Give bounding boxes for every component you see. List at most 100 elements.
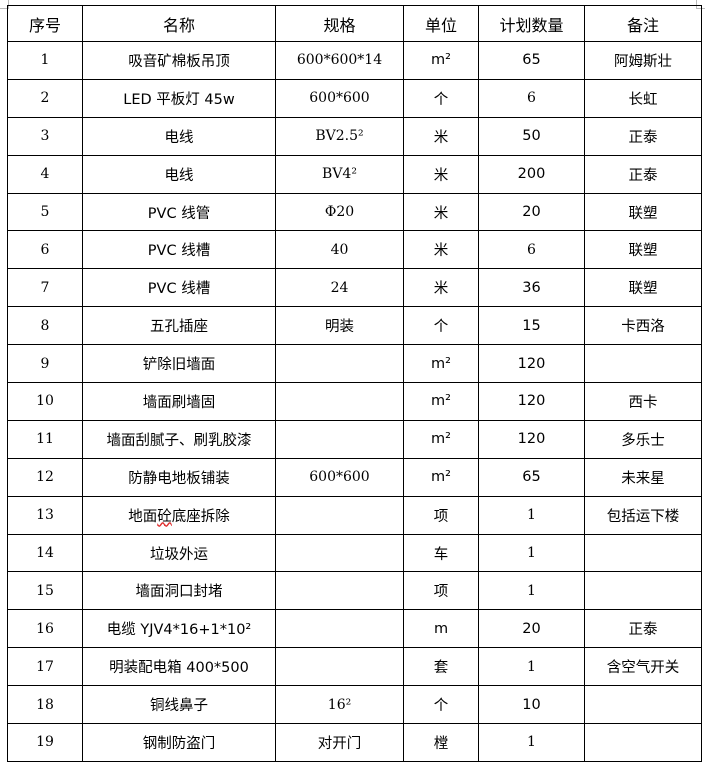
cell-remark: 联塑 bbox=[584, 230, 702, 270]
cell-spec bbox=[275, 533, 404, 573]
cell-name: 墙面刮腻子、刷乳胶漆 bbox=[82, 419, 276, 459]
cell-unit: m² bbox=[403, 419, 479, 459]
cell-planned-qty: 65 bbox=[478, 41, 585, 80]
cell-remark: 长虹 bbox=[584, 78, 702, 118]
cell-remark: 未来星 bbox=[584, 457, 702, 497]
cell-spec bbox=[275, 344, 404, 384]
cell-planned-qty: 20 bbox=[478, 609, 585, 649]
table-row: 3 电线 BV2.5² 米 50 正泰 bbox=[7, 116, 702, 156]
table-row: 4 电线 BV4² 米 200 正泰 bbox=[7, 154, 702, 194]
cell-unit: m bbox=[403, 609, 479, 649]
cell-index: 9 bbox=[7, 344, 83, 384]
cell-index: 8 bbox=[7, 306, 83, 346]
cell-spec bbox=[275, 609, 404, 649]
cell-unit: m² bbox=[403, 344, 479, 384]
cell-spec: 24 bbox=[275, 268, 404, 308]
cell-planned-qty: 15 bbox=[478, 306, 585, 346]
header-spec: 规格 bbox=[275, 5, 404, 42]
cell-planned-qty: 6 bbox=[478, 230, 585, 270]
table-row: 15 墙面洞口封堵 项 1 bbox=[7, 571, 702, 611]
cell-index: 14 bbox=[7, 533, 83, 573]
cell-unit: 樘 bbox=[403, 723, 479, 762]
cell-spec: 600*600 bbox=[275, 457, 404, 497]
cell-index: 15 bbox=[7, 571, 83, 611]
cell-unit: 米 bbox=[403, 268, 479, 308]
cell-index: 1 bbox=[7, 41, 83, 80]
cell-unit: 套 bbox=[403, 647, 479, 687]
cell-unit: m² bbox=[403, 382, 479, 421]
cell-remark: 含空气开关 bbox=[584, 647, 702, 687]
cell-planned-qty: 10 bbox=[478, 685, 585, 725]
cell-unit: 个 bbox=[403, 78, 479, 118]
cell-remark: 包括运下楼 bbox=[584, 495, 702, 535]
table-row: 18 铜线鼻子 16² 个 10 bbox=[7, 685, 702, 725]
cell-index: 19 bbox=[7, 723, 83, 762]
cell-remark: 卡西洛 bbox=[584, 306, 702, 346]
cell-name: PVC 线槽 bbox=[82, 230, 276, 270]
cell-spec: 对开门 bbox=[275, 723, 404, 762]
cell-spec bbox=[275, 382, 404, 421]
cell-name: 钢制防盗门 bbox=[82, 723, 276, 762]
cell-planned-qty: 1 bbox=[478, 723, 585, 762]
cell-index: 13 bbox=[7, 495, 83, 535]
table-header-row: 序号 名称 规格 单位 计划数量 备注 bbox=[7, 5, 702, 42]
cell-unit: m² bbox=[403, 457, 479, 497]
cell-planned-qty: 1 bbox=[478, 533, 585, 573]
table-row: 16 电缆 YJV4*16+1*10² m 20 正泰 bbox=[7, 609, 702, 649]
cell-index: 11 bbox=[7, 419, 83, 459]
table-row: 7 PVC 线槽 24 米 36 联塑 bbox=[7, 268, 702, 308]
cell-spec: 16² bbox=[275, 685, 404, 725]
materials-table: 序号 名称 规格 单位 计划数量 备注 1 吸音矿棉板吊顶 600*600*14 m² 65 阿姆斯… bbox=[7, 5, 702, 762]
table-row: 5 PVC 线管 Φ20 米 20 联塑 bbox=[7, 192, 702, 232]
cell-planned-qty: 1 bbox=[478, 571, 585, 611]
cell-unit: 米 bbox=[403, 192, 479, 232]
cell-name: LED 平板灯 45w bbox=[82, 78, 276, 118]
table-row: 19 钢制防盗门 对开门樘 1 bbox=[7, 723, 702, 762]
cell-planned-qty: 6 bbox=[478, 78, 585, 118]
cell-remark: 正泰 bbox=[584, 116, 702, 156]
cell-remark bbox=[584, 533, 702, 573]
cell-spec bbox=[275, 495, 404, 535]
cell-name: 电缆 YJV4*16+1*10² bbox=[82, 609, 276, 649]
cell-spec bbox=[275, 571, 404, 611]
cell-spec: BV2.5² bbox=[275, 116, 404, 156]
cell-name: 墙面刷墙固 bbox=[82, 382, 276, 421]
cell-planned-qty: 20 bbox=[478, 192, 585, 232]
header-remark: 备注 bbox=[584, 5, 702, 42]
cell-spec bbox=[275, 647, 404, 687]
cell-index: 16 bbox=[7, 609, 83, 649]
cell-index: 3 bbox=[7, 116, 83, 156]
cell-spec bbox=[275, 419, 404, 459]
spellcheck-underline: 砼 bbox=[157, 508, 172, 525]
table-row: 2 LED 平板灯 45w 600*600 个 6 长虹 bbox=[7, 78, 702, 118]
cell-planned-qty: 50 bbox=[478, 116, 585, 156]
cell-planned-qty: 120 bbox=[478, 419, 585, 459]
cell-unit: 项 bbox=[403, 495, 479, 535]
cell-name: PVC 线槽 bbox=[82, 268, 276, 308]
cell-planned-qty: 36 bbox=[478, 268, 585, 308]
cell-name: 铜线鼻子 bbox=[82, 685, 276, 725]
table-row: 1 吸音矿棉板吊顶 600*600*14 m² 65 阿姆斯壮 bbox=[7, 41, 702, 80]
cell-unit: 车 bbox=[403, 533, 479, 573]
header-unit: 单位 bbox=[403, 5, 479, 42]
cell-name: 地面砼底座拆除 bbox=[82, 495, 276, 535]
table-row: 10 墙面刷墙固 m² 120 西卡 bbox=[7, 382, 702, 421]
cell-name: 铲除旧墙面 bbox=[82, 344, 276, 384]
cell-remark: 正泰 bbox=[584, 609, 702, 649]
cell-spec: 40 bbox=[275, 230, 404, 270]
cell-planned-qty: 65 bbox=[478, 457, 585, 497]
table-row: 8 五孔插座 明装个 15 卡西洛 bbox=[7, 306, 702, 346]
cell-name: 防静电地板铺装 bbox=[82, 457, 276, 497]
cell-index: 6 bbox=[7, 230, 83, 270]
cell-index: 7 bbox=[7, 268, 83, 308]
cell-spec: Φ20 bbox=[275, 192, 404, 232]
table-row: 9 铲除旧墙面 m² 120 bbox=[7, 344, 702, 384]
cell-remark: 阿姆斯壮 bbox=[584, 41, 702, 80]
cell-unit: 米 bbox=[403, 154, 479, 194]
cell-index: 5 bbox=[7, 192, 83, 232]
header-planned-qty: 计划数量 bbox=[478, 5, 585, 42]
page-corner-mark bbox=[0, 0, 9, 9]
header-index: 序号 bbox=[7, 5, 83, 42]
cell-unit: 米 bbox=[403, 230, 479, 270]
cell-remark bbox=[584, 685, 702, 725]
